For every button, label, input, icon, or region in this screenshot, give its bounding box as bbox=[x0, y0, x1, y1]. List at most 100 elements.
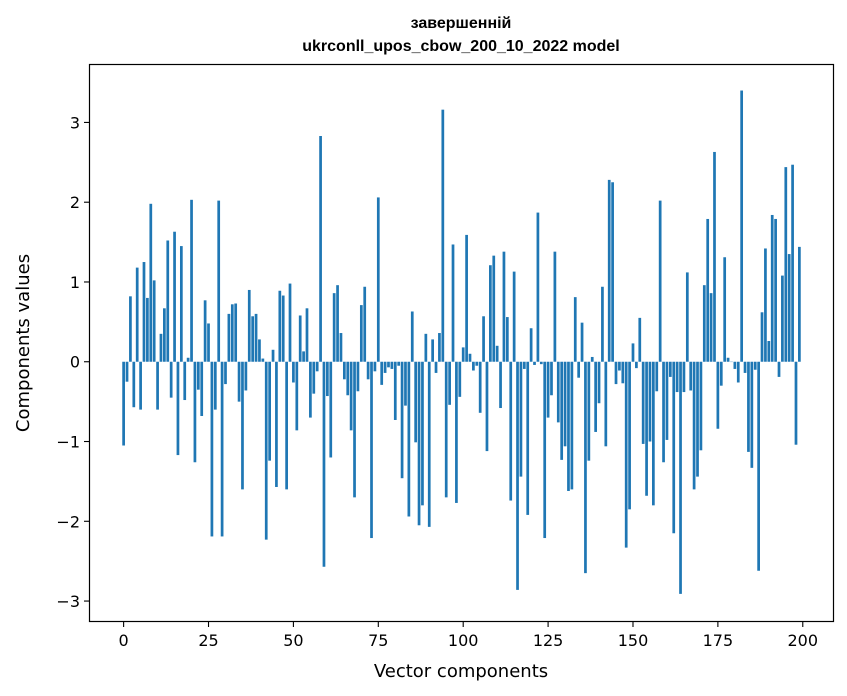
bar-189 bbox=[764, 248, 767, 362]
bar-164 bbox=[679, 361, 682, 594]
bar-115 bbox=[512, 271, 516, 362]
bar-10 bbox=[156, 361, 159, 410]
bar-155 bbox=[648, 361, 652, 442]
bar-192 bbox=[774, 218, 777, 362]
bar-83 bbox=[404, 361, 407, 406]
bar-119 bbox=[526, 361, 530, 515]
x-tick-label: 125 bbox=[533, 631, 564, 650]
bar-118 bbox=[522, 361, 526, 369]
bar-133 bbox=[573, 297, 577, 362]
bar-177 bbox=[723, 257, 727, 362]
bar-130 bbox=[563, 361, 567, 447]
bar-43 bbox=[268, 361, 271, 461]
bar-170 bbox=[699, 361, 703, 451]
bar-80 bbox=[393, 361, 397, 420]
x-tick-label: 25 bbox=[198, 631, 218, 650]
bar-149 bbox=[628, 361, 631, 510]
bar-163 bbox=[675, 361, 679, 393]
bar-198 bbox=[794, 361, 798, 445]
bar-44 bbox=[271, 349, 275, 362]
bar-125 bbox=[546, 361, 550, 418]
bar-196 bbox=[787, 254, 791, 362]
bar-53 bbox=[302, 351, 305, 362]
bar-183 bbox=[743, 361, 747, 373]
bar-167 bbox=[689, 361, 693, 391]
bar-84 bbox=[407, 361, 411, 517]
bar-92 bbox=[434, 361, 438, 373]
bar-180 bbox=[733, 361, 737, 369]
bar-33 bbox=[234, 303, 238, 362]
bar-62 bbox=[332, 293, 336, 362]
bar-78 bbox=[387, 361, 390, 368]
bar-162 bbox=[672, 361, 676, 534]
bar-20 bbox=[190, 199, 193, 362]
y-tick-label: 3 bbox=[70, 113, 80, 132]
bar-137 bbox=[587, 361, 591, 461]
bar-138 bbox=[590, 356, 594, 362]
bar-112 bbox=[502, 251, 506, 362]
x-tick-label: 100 bbox=[448, 631, 479, 650]
y-tick-label: −3 bbox=[56, 592, 80, 611]
bar-26 bbox=[210, 361, 214, 537]
bar-69 bbox=[356, 361, 360, 392]
bar-24 bbox=[203, 300, 207, 362]
bar-7 bbox=[146, 297, 149, 362]
bar-153 bbox=[641, 361, 645, 444]
bar-165 bbox=[682, 361, 686, 393]
bar-6 bbox=[142, 262, 146, 362]
bar-100 bbox=[461, 347, 465, 362]
y-tick-label: 1 bbox=[70, 273, 80, 292]
bar-152 bbox=[638, 317, 642, 362]
bar-55 bbox=[309, 361, 312, 418]
bar-12 bbox=[163, 308, 166, 362]
bar-109 bbox=[492, 255, 496, 362]
bar-141 bbox=[601, 286, 604, 362]
bar-49 bbox=[288, 283, 292, 362]
bar-190 bbox=[767, 341, 771, 362]
bar-121 bbox=[533, 361, 536, 365]
bar-27 bbox=[213, 361, 217, 410]
y-axis-label: Components values bbox=[13, 254, 34, 432]
bar-2 bbox=[129, 296, 132, 362]
bar-110 bbox=[495, 345, 499, 362]
bar-127 bbox=[553, 251, 557, 362]
bar-128 bbox=[556, 361, 560, 423]
bar-87 bbox=[417, 361, 421, 526]
bar-158 bbox=[658, 200, 662, 362]
bar-36 bbox=[244, 361, 248, 391]
bar-113 bbox=[505, 317, 509, 362]
bar-178 bbox=[726, 357, 730, 362]
bar-18 bbox=[183, 361, 187, 401]
bar-47 bbox=[281, 295, 285, 362]
bar-56 bbox=[312, 361, 316, 394]
bar-90 bbox=[427, 361, 431, 527]
bar-51 bbox=[295, 361, 299, 431]
bar-114 bbox=[509, 361, 513, 501]
bar-37 bbox=[247, 289, 251, 362]
bar-111 bbox=[499, 361, 502, 409]
bar-30 bbox=[224, 361, 227, 385]
bar-186 bbox=[753, 361, 757, 370]
bar-168 bbox=[692, 361, 696, 490]
bar-21 bbox=[193, 361, 197, 463]
bar-46 bbox=[278, 290, 282, 362]
bar-176 bbox=[719, 361, 723, 386]
bar-34 bbox=[237, 361, 241, 402]
bar-95 bbox=[444, 361, 448, 498]
bar-19 bbox=[186, 357, 190, 362]
chart-subtitle: ukrconll_upos_cbow_200_10_2022 model bbox=[302, 38, 619, 55]
bar-197 bbox=[791, 164, 794, 362]
bar-38 bbox=[251, 316, 255, 362]
bar-22 bbox=[196, 361, 200, 390]
bar-157 bbox=[655, 361, 659, 392]
bar-147 bbox=[621, 361, 625, 384]
bar-146 bbox=[618, 361, 621, 371]
bar-67 bbox=[349, 361, 353, 431]
bar-195 bbox=[784, 167, 788, 362]
bar-99 bbox=[458, 361, 462, 397]
bar-81 bbox=[397, 361, 401, 366]
bar-98 bbox=[455, 361, 458, 503]
bar-42 bbox=[264, 361, 268, 540]
plot-frame bbox=[88, 63, 835, 623]
